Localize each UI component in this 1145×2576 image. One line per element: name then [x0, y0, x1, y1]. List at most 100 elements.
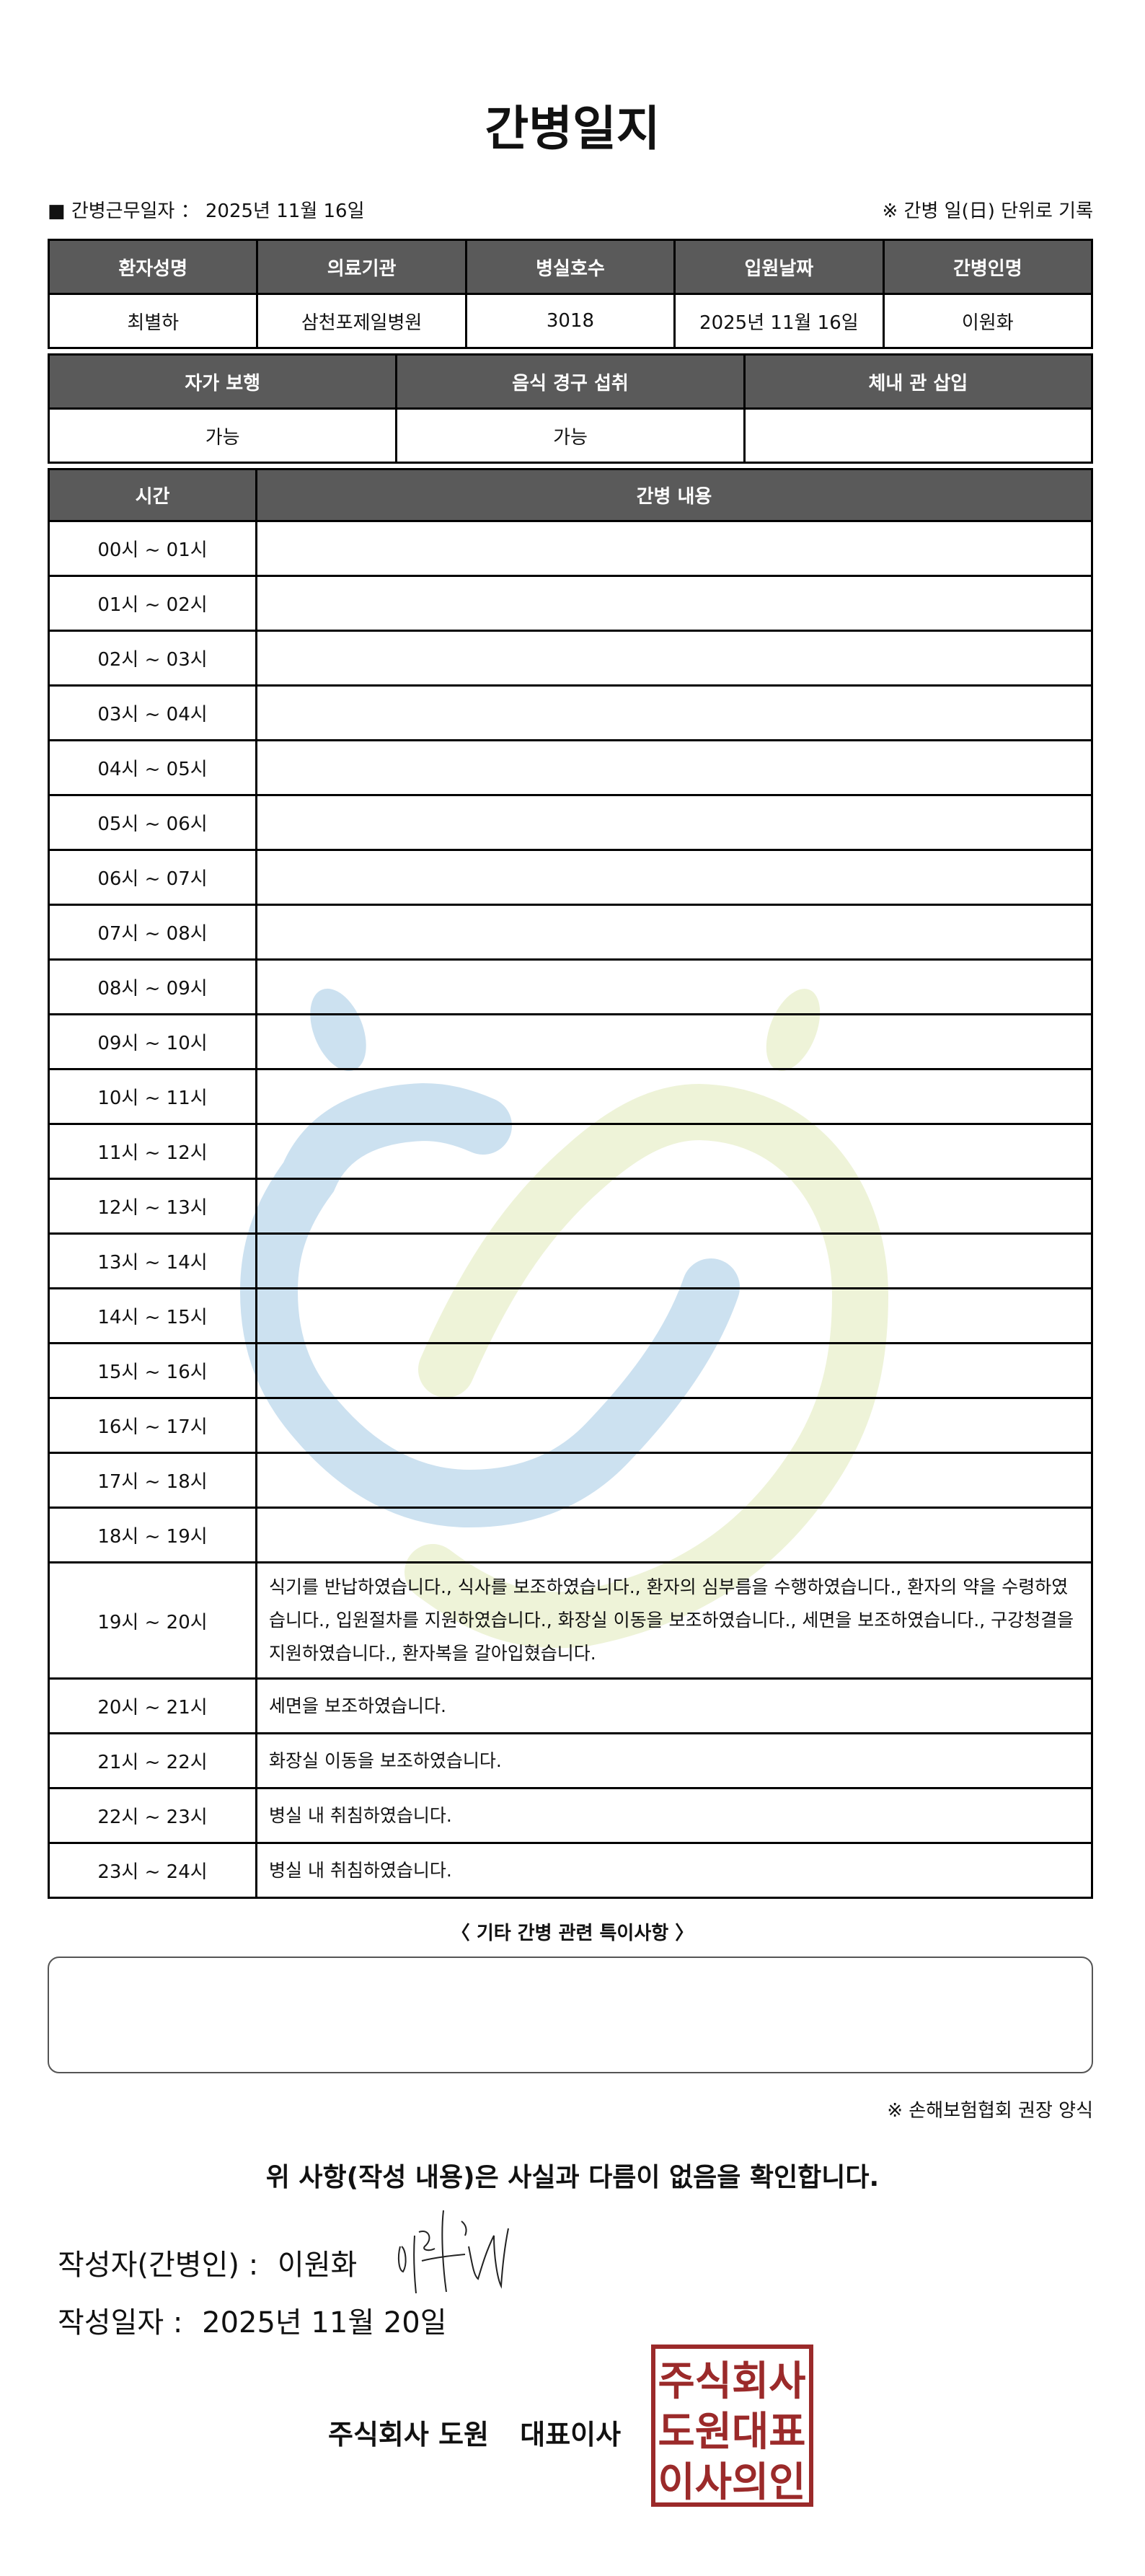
log-time: 11시 ~ 12시 [48, 1123, 257, 1180]
log-content[interactable]: 세면을 보조하였습니다. [255, 1677, 1093, 1734]
log-row: 13시 ~ 14시 [48, 1232, 1093, 1289]
log-time: 20시 ~ 21시 [48, 1677, 257, 1734]
writer-line: 작성자(간병인) : 이원화 [58, 2241, 357, 2283]
log-time: 19시 ~ 20시 [48, 1561, 257, 1680]
work-date: ■ 간병근무일자 ： 2025년 11월 16일 [48, 196, 365, 223]
hospital: 삼천포제일병원 [256, 293, 467, 349]
header-admission-date: 입원날짜 [673, 239, 885, 295]
care-log-table: 시간 간병 내용 00시 ~ 01시 01시 ~ 02시 02시 ~ 03시 03시 … [48, 468, 1093, 1899]
header-time: 시간 [48, 468, 257, 522]
log-time: 03시 ~ 04시 [48, 684, 257, 741]
log-row: 03시 ~ 04시 [48, 684, 1093, 741]
log-content[interactable] [255, 1507, 1093, 1563]
log-time: 08시 ~ 09시 [48, 958, 257, 1015]
log-content[interactable] [255, 1123, 1093, 1180]
seal-line-1: 주식회사 [658, 2358, 806, 2405]
confirmation-statement: 위 사항(작성 내용)은 사실과 다름이 없음을 확인합니다. [265, 2163, 880, 2192]
log-header-row: 시간 간병 내용 [48, 468, 1093, 522]
log-row: 17시 ~ 18시 [48, 1452, 1093, 1509]
log-row: 11시 ~ 12시 [48, 1123, 1093, 1180]
patient-name: 최별하 [47, 293, 259, 349]
unit-note: ※ 간병 일(日) 단위로 기록 [882, 200, 1094, 222]
log-content[interactable] [255, 1397, 1093, 1454]
log-content[interactable] [255, 630, 1093, 687]
log-content[interactable] [255, 684, 1093, 741]
log-time: 23시 ~ 24시 [48, 1842, 257, 1899]
log-time: 06시 ~ 07시 [48, 849, 257, 906]
company-seal: 주식회사 도원대표 이사의인 [651, 2345, 813, 2507]
log-row: 23시 ~ 24시 병실 내 취침하였습니다. [48, 1842, 1093, 1899]
log-content[interactable] [255, 904, 1093, 961]
log-content[interactable]: 식기를 반납하였습니다., 식사를 보조하였습니다., 환자의 심부름을 수행하… [255, 1561, 1093, 1680]
log-row: 02시 ~ 03시 [48, 630, 1093, 687]
log-content[interactable] [255, 1013, 1093, 1070]
remarks-title: 〈 기타 간병 관련 특이사항 〉 [451, 1923, 694, 1944]
log-content[interactable] [255, 1178, 1093, 1235]
log-row: 04시 ~ 05시 [48, 739, 1093, 796]
patient-table: 환자성명 의료기관 병실호수 입원날짜 간병인명 최별하 삼천포제일병원 301… [47, 239, 1094, 349]
log-time: 05시 ~ 06시 [48, 794, 257, 851]
log-time: 00시 ~ 01시 [48, 520, 257, 577]
log-content[interactable] [255, 520, 1093, 577]
log-time: 21시 ~ 22시 [48, 1732, 257, 1789]
write-date-value: 2025년 11월 20일 [202, 2306, 447, 2339]
log-time: 04시 ~ 05시 [48, 739, 257, 796]
remarks-box[interactable] [48, 1957, 1093, 2073]
page-title: 간병일지 [485, 101, 660, 156]
status-value-row: 가능 가능 [47, 407, 1094, 464]
header-self-walking: 자가 보행 [47, 353, 398, 410]
header-care-content: 간병 내용 [255, 468, 1093, 522]
log-row: 10시 ~ 11시 [48, 1068, 1093, 1125]
writer-label: 작성자(간병인) : [58, 2249, 259, 2282]
log-time: 12시 ~ 13시 [48, 1178, 257, 1235]
log-row: 21시 ~ 22시 화장실 이동을 보조하였습니다. [48, 1732, 1093, 1789]
header-caregiver: 간병인명 [882, 239, 1094, 295]
log-time: 13시 ~ 14시 [48, 1232, 257, 1289]
seal-line-2: 도원대표 [658, 2409, 806, 2456]
log-row: 01시 ~ 02시 [48, 575, 1093, 632]
log-content[interactable] [255, 794, 1093, 851]
log-content[interactable] [255, 849, 1093, 906]
log-content[interactable] [255, 739, 1093, 796]
log-content[interactable] [255, 1342, 1093, 1399]
admission-date: 2025년 11월 16일 [673, 293, 885, 349]
log-row: 18시 ~ 19시 [48, 1507, 1093, 1563]
log-row: 16시 ~ 17시 [48, 1397, 1093, 1454]
log-content[interactable] [255, 1287, 1093, 1344]
log-time: 22시 ~ 23시 [48, 1787, 257, 1844]
tube-insertion [743, 407, 1094, 464]
log-row: 15시 ~ 16시 [48, 1342, 1093, 1399]
company-name: 주식회사 도원 [328, 2419, 489, 2451]
ceo-title: 대표이사 [520, 2419, 622, 2451]
log-content[interactable]: 화장실 이동을 보조하였습니다. [255, 1732, 1093, 1789]
status-table: 자가 보행 음식 경구 섭취 체내 관 삽입 가능 가능 [47, 353, 1094, 464]
log-content[interactable] [255, 958, 1093, 1015]
log-time: 09시 ~ 10시 [48, 1013, 257, 1070]
header-patient-name: 환자성명 [47, 239, 259, 295]
log-content[interactable] [255, 1068, 1093, 1125]
header-hospital: 의료기관 [256, 239, 467, 295]
log-time: 14시 ~ 15시 [48, 1287, 257, 1344]
log-content[interactable] [255, 1452, 1093, 1509]
log-row: 14시 ~ 15시 [48, 1287, 1093, 1344]
header-room: 병실호수 [464, 239, 676, 295]
company-line: 주식회사 도원 대표이사 [328, 2412, 621, 2452]
log-content[interactable]: 병실 내 취침하였습니다. [255, 1787, 1093, 1844]
log-content[interactable] [255, 1232, 1093, 1289]
log-time: 18시 ~ 19시 [48, 1507, 257, 1563]
log-time: 15시 ~ 16시 [48, 1342, 257, 1399]
log-content[interactable]: 병실 내 취침하였습니다. [255, 1842, 1093, 1899]
work-date-value: 2025년 11월 16일 [205, 200, 365, 222]
log-content[interactable] [255, 575, 1093, 632]
write-date-line: 작성일자 : 2025년 11월 20일 [58, 2299, 447, 2341]
log-row: 05시 ~ 06시 [48, 794, 1093, 851]
header-tube-insertion: 체내 관 삽입 [743, 353, 1094, 410]
log-row: 06시 ~ 07시 [48, 849, 1093, 906]
log-row: 07시 ~ 08시 [48, 904, 1093, 961]
log-time: 02시 ~ 03시 [48, 630, 257, 687]
log-row: 08시 ~ 09시 [48, 958, 1093, 1015]
log-row: 12시 ~ 13시 [48, 1178, 1093, 1235]
log-time: 10시 ~ 11시 [48, 1068, 257, 1125]
signature-image [397, 2210, 509, 2293]
log-time: 07시 ~ 08시 [48, 904, 257, 961]
